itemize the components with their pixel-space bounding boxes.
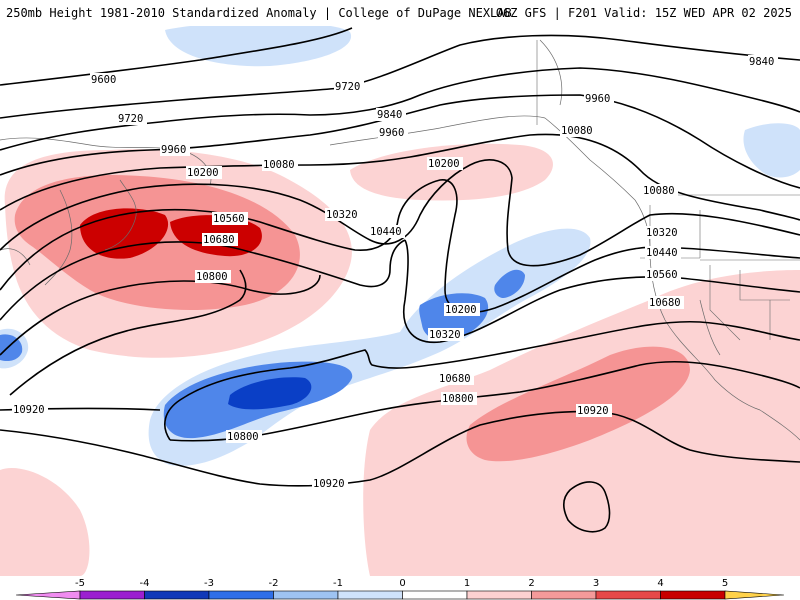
anomaly-neg-west-core [0, 334, 23, 362]
height-contours [0, 27, 800, 533]
legend-tick-label: -3 [204, 578, 214, 589]
legend-tick-label: 1 [464, 578, 470, 589]
legend-swatch [531, 590, 597, 600]
contour-label: 10560 [213, 213, 245, 225]
contour-label: 10200 [428, 158, 460, 170]
contour-label: 9720 [335, 81, 360, 93]
contour-label: 10080 [561, 125, 593, 137]
contour-label: 10320 [326, 209, 358, 221]
contour-label: 9960 [379, 127, 404, 139]
contour-label: 10080 [263, 159, 295, 171]
anomaly-pos-japan-core1 [80, 208, 169, 259]
contour-label: 10920 [577, 405, 609, 417]
legend-swatch [273, 590, 339, 600]
contour-label: 9720 [118, 113, 143, 125]
contour-label: 10320 [429, 329, 461, 341]
legend-tick-label: 4 [657, 578, 663, 589]
map-title: 250mb Height 1981-2010 Standardized Anom… [6, 6, 512, 20]
map-canvas: 9600 9720 9720 9840 9840 9960 9960 9960 … [0, 26, 800, 576]
contour-label: 9960 [161, 144, 186, 156]
color-legend: -5 -4 -3 -2 -1 0 1 2 3 4 5 [0, 576, 800, 600]
legend-swatch [144, 590, 210, 600]
legend-arrow-high [724, 590, 785, 600]
legend-swatch [337, 590, 403, 600]
anomaly-neg-band-core [228, 377, 312, 410]
contour-label: 9840 [749, 56, 774, 68]
contour-label: 10080 [643, 185, 675, 197]
legend-swatch [660, 590, 726, 600]
contour-label: 10920 [313, 478, 345, 490]
contour-label: 10680 [439, 373, 471, 385]
legend-swatch [79, 590, 145, 600]
anomaly-neg-canada [743, 123, 800, 178]
legend-swatch [402, 590, 468, 600]
anomaly-pos-gulf [350, 143, 553, 201]
header-bar: 250mb Height 1981-2010 Standardized Anom… [0, 0, 800, 26]
contour-label: 10200 [187, 167, 219, 179]
legend-bar: -5 -4 -3 -2 -1 0 1 2 3 4 5 [15, 578, 785, 600]
anomaly-neg-top [165, 26, 352, 67]
contour-label: 10440 [370, 226, 402, 238]
legend-tick-label: -1 [333, 578, 343, 589]
contour-label: 9840 [377, 109, 402, 121]
contour-label: 10800 [442, 393, 474, 405]
model-run-info: 06Z GFS | F201 Valid: 15Z WED APR 02 202… [495, 6, 792, 20]
contour-label: 10680 [203, 234, 235, 246]
anomaly-map[interactable]: 9600 9720 9720 9840 9840 9960 9960 9960 … [0, 26, 800, 576]
anomaly-pos-sw [0, 467, 90, 576]
legend-tick-label: -4 [140, 578, 150, 589]
legend-swatch [208, 590, 274, 600]
contour-label: 10200 [445, 304, 477, 316]
contour-label: 10800 [196, 271, 228, 283]
legend-swatch [595, 590, 661, 600]
legend-tick-label: 5 [722, 578, 728, 589]
contour-label: 10680 [649, 297, 681, 309]
contour-labels: 9600 9720 9720 9840 9840 9960 9960 9960 … [12, 55, 778, 490]
contour-label: 10440 [646, 247, 678, 259]
contour-label: 10320 [646, 227, 678, 239]
legend-tick-label: 3 [593, 578, 599, 589]
legend-tick-label: 0 [399, 578, 405, 589]
legend-swatch [466, 590, 532, 600]
legend-tick-label: 2 [528, 578, 534, 589]
contour-label: 10560 [646, 269, 678, 281]
contour-label: 10800 [227, 431, 259, 443]
legend-arrow-low [15, 590, 81, 600]
contour-label: 9960 [585, 93, 610, 105]
anomaly-neg-band-mid-east2 [494, 269, 525, 298]
legend-tick-label: -2 [269, 578, 279, 589]
legend-tick-label: -5 [75, 578, 85, 589]
contour-label: 9600 [91, 74, 116, 86]
contour-label: 10920 [13, 404, 45, 416]
anomaly-pos-se-mid [466, 346, 690, 462]
